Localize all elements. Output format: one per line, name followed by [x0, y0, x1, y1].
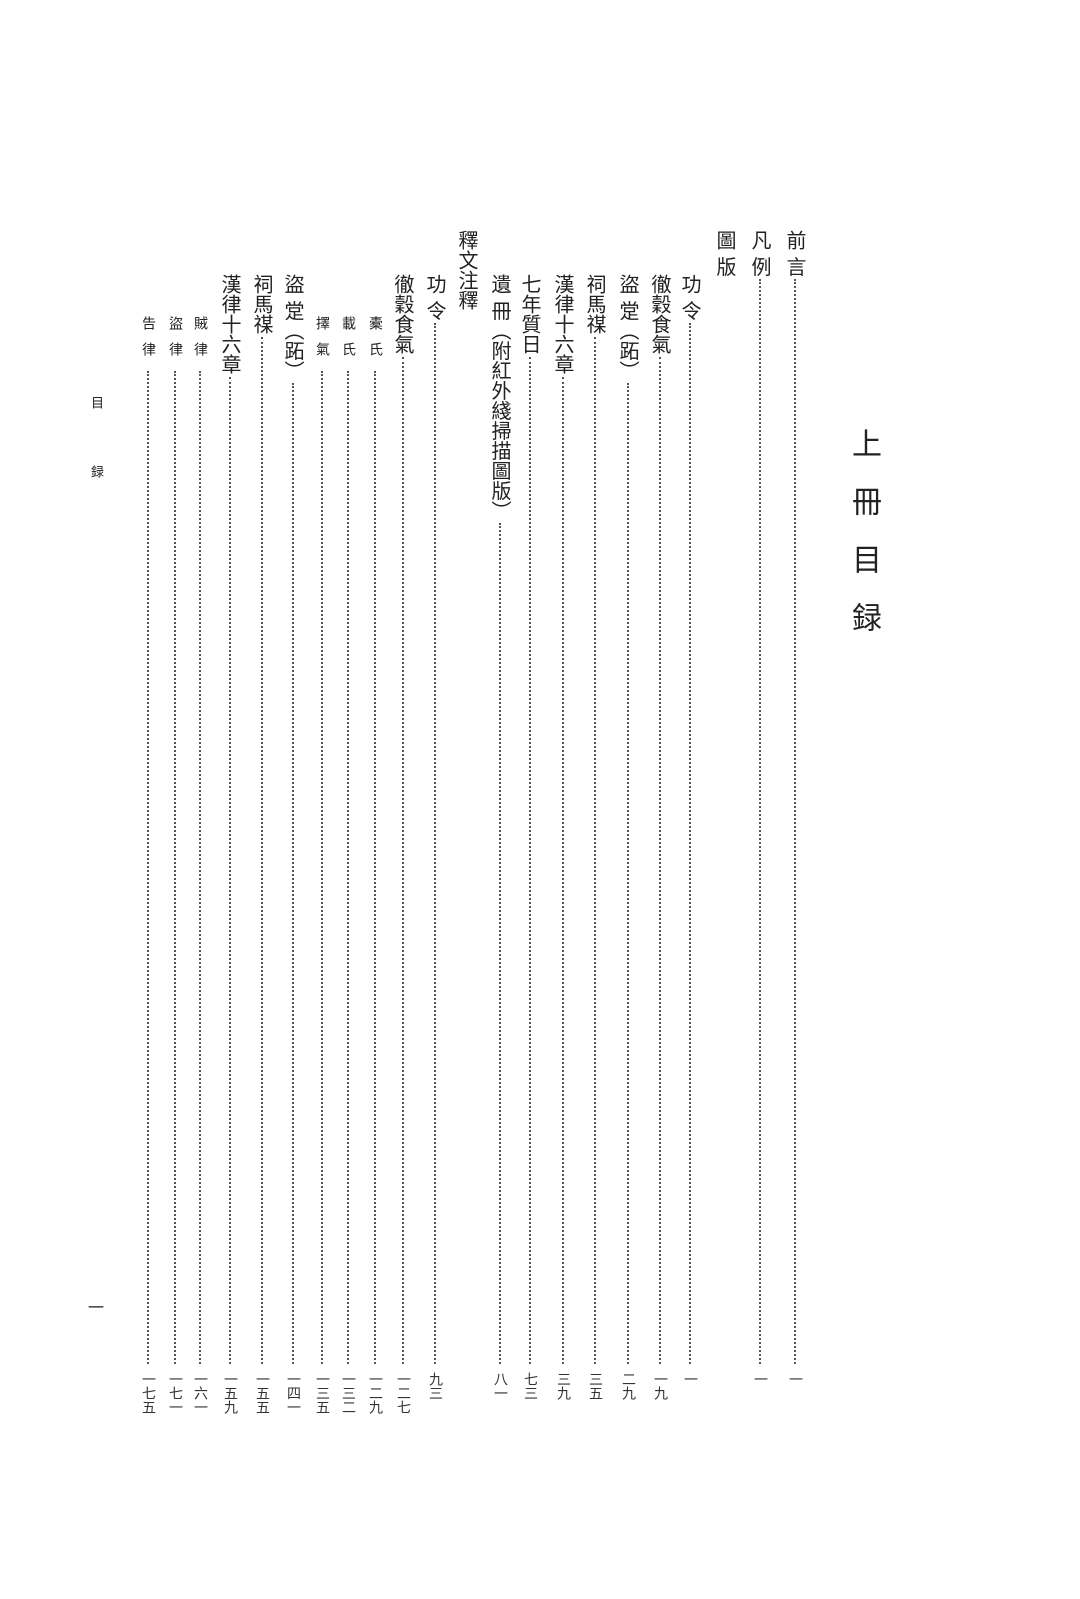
toc-entry[interactable]: 徹穀食氣	[648, 274, 672, 1364]
toc-entry-label: 賊律	[192, 316, 208, 368]
toc-entry[interactable]: 七年質日	[518, 274, 542, 1364]
toc-entry[interactable]: 祠馬禖	[250, 274, 274, 1364]
dot-leader	[321, 371, 323, 1364]
toc-page-number: 一七五	[140, 1372, 156, 1414]
toc-entry[interactable]: 凡 例	[748, 230, 772, 1364]
toc-page-number: 一五九	[222, 1372, 238, 1414]
toc-page-number: 三五	[587, 1372, 603, 1400]
toc-entry-label: 盜律	[167, 316, 183, 368]
toc-entry[interactable]: 盜 䟫（跖）	[616, 274, 640, 1364]
toc-entry[interactable]: 橐氏	[366, 316, 384, 1364]
toc-entry[interactable]: 盜 䟫（跖）	[281, 274, 305, 1364]
toc-page-number: 三九	[555, 1372, 571, 1400]
dot-leader	[659, 357, 661, 1364]
toc-page-number: 一四一	[285, 1372, 301, 1414]
toc-entry-label: 圖 版	[713, 230, 737, 277]
toc-entry[interactable]: 功 令	[423, 274, 447, 1364]
toc-page-number: 七三	[522, 1372, 538, 1400]
toc-page-number: 八一	[492, 1372, 508, 1400]
toc-entry-label: 橐氏	[367, 316, 383, 368]
toc-entry[interactable]: 漢律十六章	[551, 274, 575, 1364]
dot-leader	[347, 371, 349, 1364]
toc-entry-label: 凡 例	[748, 230, 772, 277]
dot-leader	[402, 357, 404, 1364]
page-number: 一	[88, 1298, 105, 1317]
dot-leader	[794, 279, 796, 1364]
toc-page-number: 一	[682, 1372, 698, 1386]
dot-leader	[759, 279, 761, 1364]
toc-entry[interactable]: 告律	[139, 316, 157, 1364]
toc-page-number: 二九	[620, 1372, 636, 1400]
dot-leader	[147, 371, 149, 1364]
toc-entry-label: 功 令	[678, 274, 702, 321]
toc-entry-label: 釋文注釋	[455, 230, 479, 310]
toc-entry[interactable]: 盜律	[166, 316, 184, 1364]
dot-leader	[292, 383, 294, 1364]
toc-entry-label: 徹穀食氣	[648, 274, 672, 354]
dot-leader	[434, 323, 436, 1364]
toc-page-number: 一三二	[340, 1372, 356, 1414]
toc-entry[interactable]: 圖 版	[713, 230, 737, 276]
dot-leader	[199, 371, 201, 1364]
toc-entry[interactable]: 釋文注釋	[455, 230, 479, 310]
toc-entry[interactable]: 遺 冊（附紅外綫掃描圖版）	[488, 274, 512, 1364]
toc-entry-label: 祠馬禖	[250, 274, 274, 334]
page-title: 上冊目録	[846, 428, 881, 660]
toc-page-number: 一七一	[167, 1372, 183, 1414]
toc-page-number: 一	[752, 1372, 768, 1386]
toc-page-number: 一二七	[395, 1372, 411, 1414]
dot-leader	[627, 383, 629, 1364]
toc-entry-label: 盜 䟫（跖）	[281, 274, 305, 381]
dot-leader	[594, 337, 596, 1364]
toc-entry[interactable]: 漢律十六章	[218, 274, 242, 1364]
toc-entry-label: 載氏	[340, 316, 356, 368]
dot-leader	[374, 371, 376, 1364]
dot-leader	[562, 377, 564, 1364]
dot-leader	[499, 523, 501, 1364]
toc-entry-label: 漢律十六章	[551, 274, 575, 374]
toc-entry-label: 盜 䟫（跖）	[616, 274, 640, 381]
toc-entry[interactable]: 賊律	[191, 316, 209, 1364]
toc-entry-label: 漢律十六章	[218, 274, 242, 374]
dot-leader	[529, 357, 531, 1364]
dot-leader	[229, 377, 231, 1364]
dot-leader	[174, 371, 176, 1364]
toc-page-number: 一	[787, 1372, 803, 1386]
toc-entry-label: 告律	[140, 316, 156, 368]
toc-page-number: 一二九	[367, 1372, 383, 1414]
dot-leader	[689, 323, 691, 1364]
toc-entry-label: 前 言	[783, 230, 807, 277]
toc-entry-label: 功 令	[423, 274, 447, 321]
toc-entry[interactable]: 徹穀食氣	[391, 274, 415, 1364]
toc-page-number: 一三五	[314, 1372, 330, 1414]
toc-entry[interactable]: 載氏	[339, 316, 357, 1364]
toc-page-number: 九三	[427, 1372, 443, 1400]
running-head: 目 録	[88, 396, 103, 505]
toc-page-number: 一五五	[254, 1372, 270, 1414]
toc-page-number: 一九	[652, 1372, 668, 1400]
toc-entry[interactable]: 前 言	[783, 230, 807, 1364]
toc-entry[interactable]: 祠馬禖	[583, 274, 607, 1364]
toc-entry-label: 徹穀食氣	[391, 274, 415, 354]
dot-leader	[261, 337, 263, 1364]
toc-entry[interactable]: 功 令	[678, 274, 702, 1364]
toc-entry-label: 七年質日	[518, 274, 542, 354]
toc-entry-label: 擇氣	[314, 316, 330, 368]
toc-entry[interactable]: 擇氣	[313, 316, 331, 1364]
toc-entry-label: 祠馬禖	[583, 274, 607, 334]
toc-page-number: 一六一	[192, 1372, 208, 1414]
toc-entry-label: 遺 冊（附紅外綫掃描圖版）	[488, 274, 512, 521]
